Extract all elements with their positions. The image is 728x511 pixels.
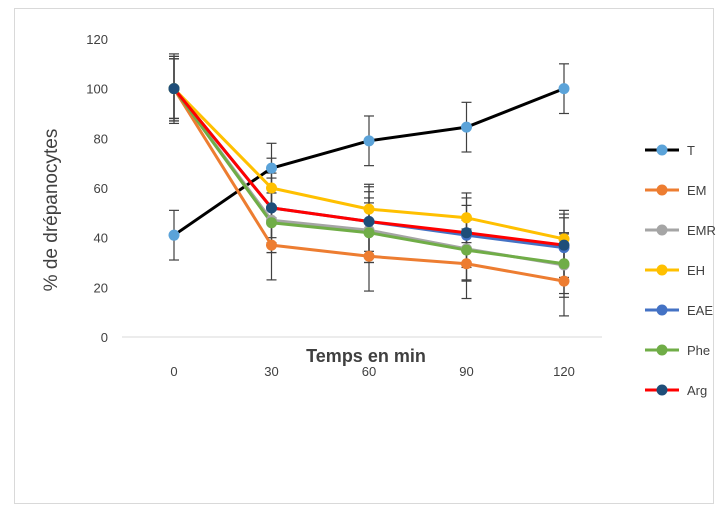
data-point	[461, 245, 472, 256]
data-point	[461, 122, 472, 133]
x-tick-label: 120	[553, 364, 575, 379]
data-point	[266, 240, 277, 251]
data-point	[364, 204, 375, 215]
legend-label: Arg	[687, 383, 707, 398]
data-point	[364, 135, 375, 146]
legend-item: Phe	[645, 343, 710, 358]
y-axis-ticks: 0 20 40 60 80 100 120	[86, 32, 108, 345]
legend-label: EH	[687, 263, 705, 278]
data-point	[559, 276, 570, 287]
y-tick-label: 120	[86, 32, 108, 47]
legend-marker	[657, 305, 668, 316]
legend-item: EH	[645, 263, 705, 278]
x-tick-label: 30	[264, 364, 278, 379]
legend-item: T	[645, 143, 695, 158]
legend-item: EM	[645, 183, 707, 198]
legend-item: EAE	[645, 303, 713, 318]
y-axis-label: % de drépanocytes	[41, 129, 62, 292]
legend-label: EMR	[687, 223, 716, 238]
y-tick-label: 0	[101, 330, 108, 345]
data-point	[461, 258, 472, 269]
legend-marker	[657, 345, 668, 356]
data-point	[559, 258, 570, 269]
legend-marker	[657, 185, 668, 196]
data-point	[169, 230, 180, 241]
data-point	[461, 212, 472, 223]
data-point	[266, 202, 277, 213]
legend-marker	[657, 145, 668, 156]
legend-marker	[657, 265, 668, 276]
data-point	[266, 163, 277, 174]
data-point	[559, 240, 570, 251]
y-tick-label: 100	[86, 82, 108, 97]
legend-label: T	[687, 143, 695, 158]
x-axis-ticks: 0 30 60 90 120	[170, 364, 574, 379]
data-point	[461, 227, 472, 238]
data-point	[266, 217, 277, 228]
x-tick-label: 90	[459, 364, 473, 379]
x-axis-label: Temps en min	[306, 346, 426, 366]
data-point	[364, 251, 375, 262]
legend-item: EMR	[645, 223, 716, 238]
data-point	[364, 227, 375, 238]
legend: T EM EMR EH EAE Phe Arg	[645, 143, 716, 398]
x-tick-label: 60	[362, 364, 376, 379]
legend-label: Phe	[687, 343, 710, 358]
legend-marker	[657, 225, 668, 236]
data-point	[266, 183, 277, 194]
y-tick-label: 20	[94, 280, 108, 295]
legend-item: Arg	[645, 383, 707, 398]
y-tick-label: 80	[94, 131, 108, 146]
data-point	[364, 216, 375, 227]
x-tick-label: 0	[170, 364, 177, 379]
legend-marker	[657, 385, 668, 396]
legend-label: EM	[687, 183, 707, 198]
data-point	[559, 83, 570, 94]
data-point	[169, 83, 180, 94]
y-tick-label: 40	[94, 231, 108, 246]
error-bars	[169, 54, 569, 316]
legend-label: EAE	[687, 303, 713, 318]
y-tick-label: 60	[94, 181, 108, 196]
